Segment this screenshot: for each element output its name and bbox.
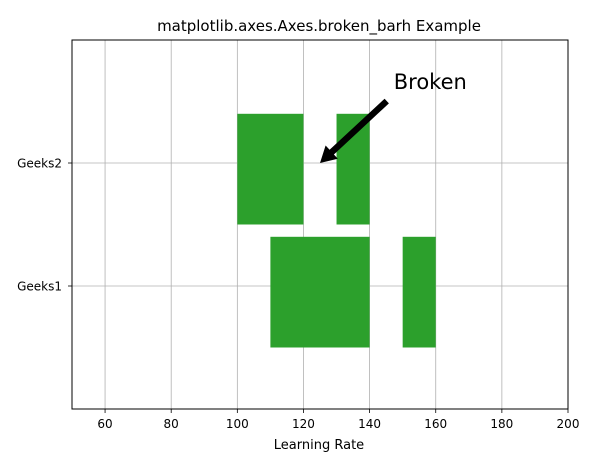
x-tick-label: 140 xyxy=(358,417,381,431)
plot-frame xyxy=(71,39,569,410)
x-tick-label: 200 xyxy=(557,417,580,431)
x-tick-label: 160 xyxy=(424,417,447,431)
y-tick-label: Geeks2 xyxy=(17,157,62,171)
bar-segment-geeks1 xyxy=(402,236,436,348)
annotation-text: Broken xyxy=(394,70,467,94)
x-tick-label: 100 xyxy=(226,417,249,431)
annotation-arrow xyxy=(320,98,389,163)
ticks-layer: 60 80 100 120 140 160 180 200 Geeks1 Geeks2 xyxy=(17,157,579,432)
annotation-layer: Broken xyxy=(320,70,467,163)
bars-layer xyxy=(237,113,436,348)
bar-segment-geeks1 xyxy=(270,236,370,348)
y-tick-label: Geeks1 xyxy=(17,280,62,294)
x-tick-label: 80 xyxy=(164,417,179,431)
x-tick-label: 60 xyxy=(97,417,112,431)
x-tick-label: 180 xyxy=(490,417,513,431)
bar-segment-geeks2 xyxy=(237,113,304,225)
x-axis-label: Learning Rate xyxy=(274,438,364,453)
chart-title: matplotlib.axes.Axes.broken_barh Example xyxy=(157,17,481,36)
x-tick-label: 120 xyxy=(292,417,315,431)
